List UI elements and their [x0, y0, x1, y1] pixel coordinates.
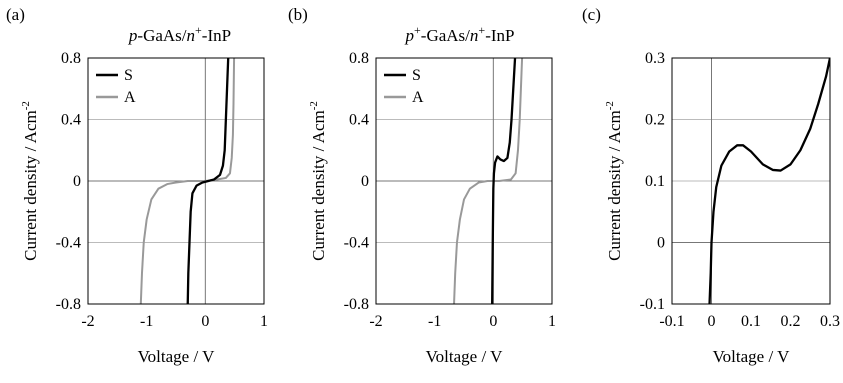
panel-c: (c) -0.1 0 0.1 0.2 0.3 -0.1 0 0.1 0.2 0.3 Voltage… — [582, 5, 840, 366]
legend-a: S A — [96, 67, 136, 106]
y-tick-label: -0.1 — [640, 296, 665, 313]
series-line-a — [453, 58, 524, 304]
x-tick-label: -2 — [81, 313, 94, 330]
x-tick-label: 0 — [708, 313, 716, 330]
panel-b: (b) p+-GaAs/n+-InP -2 -1 0 1 -0.8 -0.4 0 0.4 0.8… — [288, 5, 556, 366]
panel-a: (a) p-GaAs/n+-InP -2 -1 0 1-0.8-0.400.40.8 … — [6, 5, 268, 366]
panel-label-b: (b) — [288, 5, 308, 24]
series-line-s — [491, 58, 517, 304]
y-tick-label: 0.1 — [645, 173, 665, 190]
series-line-a — [139, 58, 236, 304]
x-axis-label-a: Voltage / V — [138, 347, 216, 366]
panel-title-b: p+-GaAs/n+-InP — [405, 23, 515, 45]
series-line-s — [708, 58, 830, 304]
y-tick-label: 0.4 — [349, 112, 369, 129]
y-tick-label: 0.4 — [61, 112, 81, 129]
series-b — [453, 58, 524, 304]
y-tick-label: -0.8 — [344, 296, 369, 313]
panel-title-a: p-GaAs/n+-InP — [128, 23, 231, 45]
x-tick-label: 0.2 — [781, 313, 801, 330]
x-tick-label: 0.3 — [820, 313, 840, 330]
legend-label-a: A — [412, 89, 424, 106]
x-tick-label: 1 — [548, 313, 556, 330]
legend-label-a: A — [124, 89, 136, 106]
y-tick-label: 0 — [657, 235, 665, 252]
plot-frame-a — [87, 57, 265, 305]
legend-b: S A — [384, 67, 424, 106]
x-tick-label: 1 — [260, 313, 268, 330]
legend-label-s: S — [412, 67, 421, 84]
y-tick-label: 0.8 — [349, 50, 369, 67]
x-tick-label: -1 — [140, 313, 153, 330]
tick-labels-a: -2 -1 0 1 -0.8 -0.4 0 0.4 0.8 — [56, 50, 268, 330]
x-axis-label-c: Voltage / V — [713, 347, 791, 366]
plot-frame-c — [671, 57, 831, 305]
panel-label-a: (a) — [6, 5, 25, 24]
y-tick-label: 0.8 — [61, 50, 81, 67]
series-c — [708, 58, 830, 304]
y-tick-label: 0.2 — [645, 112, 665, 129]
legend-label-s: S — [124, 67, 133, 84]
y-tick-label: -0.4 — [344, 235, 369, 252]
y-tick-label: 0.3 — [645, 50, 665, 67]
gridlines-b — [376, 58, 552, 304]
y-tick-label: -0.8 — [56, 296, 81, 313]
y-axis-label-a: Current density / Acm-2 — [20, 101, 40, 261]
plot-frame-b — [375, 57, 553, 305]
x-tick-label: -2 — [369, 313, 382, 330]
y-axis-label-c: Current density / Acm-2 — [604, 101, 624, 261]
y-tick-label: 0 — [361, 173, 369, 190]
series-line-s — [186, 58, 230, 304]
gridlines-a — [88, 58, 264, 304]
series-a — [139, 58, 236, 304]
y-axis-label-b: Current density / Acm-2 — [308, 101, 328, 261]
x-tick-label: 0 — [201, 313, 209, 330]
x-tick-label: 0 — [489, 313, 497, 330]
tick-labels-c: -0.1 0 0.1 0.2 0.3 -0.1 0 0.1 0.2 0.3 — [640, 50, 840, 330]
panel-label-c: (c) — [582, 5, 601, 24]
y-tick-label: -0.4 — [56, 235, 81, 252]
x-tick-label: -1 — [428, 313, 441, 330]
x-tick-label: -0.1 — [659, 313, 684, 330]
x-axis-label-b: Voltage / V — [426, 347, 504, 366]
tick-labels-b: -2 -1 0 1 -0.8 -0.4 0 0.4 0.8 — [344, 50, 556, 330]
x-tick-label: 0.1 — [741, 313, 761, 330]
gridlines-c — [672, 58, 830, 304]
y-tick-label: 0 — [73, 173, 81, 190]
